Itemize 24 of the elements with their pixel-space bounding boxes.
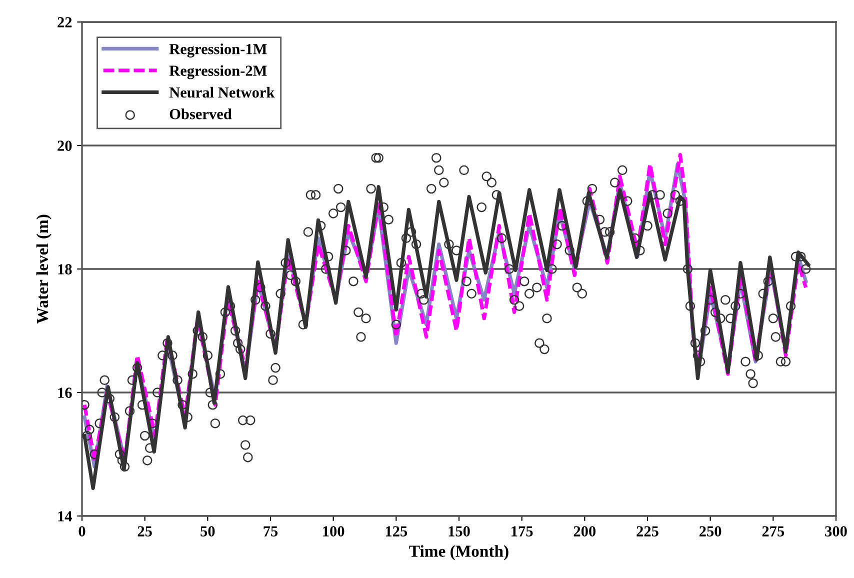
x-tick-label: 25 <box>138 526 152 536</box>
x-tick-label: 300 <box>825 526 847 536</box>
x-tick-label: 100 <box>323 526 344 536</box>
x-tick-label: 125 <box>386 526 408 536</box>
x-axis-title: Time (Month) <box>409 545 508 560</box>
x-tick-label: 250 <box>700 526 722 536</box>
y-axis-title: Water level (m) <box>36 214 52 324</box>
x-tick-label: 75 <box>264 526 278 536</box>
x-tick-label: 150 <box>448 526 470 536</box>
x-tick-label: 50 <box>200 526 215 536</box>
legend-label: Neural Network <box>169 86 275 98</box>
y-tick-label: 20 <box>58 140 72 151</box>
y-tick-label: 18 <box>58 264 72 274</box>
legend-label: Regression-1M <box>169 43 267 58</box>
y-tick-label: 14 <box>58 511 72 522</box>
x-tick-label: 0 <box>78 526 86 536</box>
x-tick-label: 175 <box>512 526 533 536</box>
legend-label: Regression-2M <box>169 65 267 80</box>
x-tick-label: 275 <box>762 526 784 536</box>
x-tick-label: 225 <box>636 526 658 536</box>
y-tick-label: 16 <box>58 388 72 398</box>
legend-label: Observed <box>170 108 232 120</box>
y-tick-label: 22 <box>58 17 72 28</box>
x-tick-label: 200 <box>574 526 596 536</box>
